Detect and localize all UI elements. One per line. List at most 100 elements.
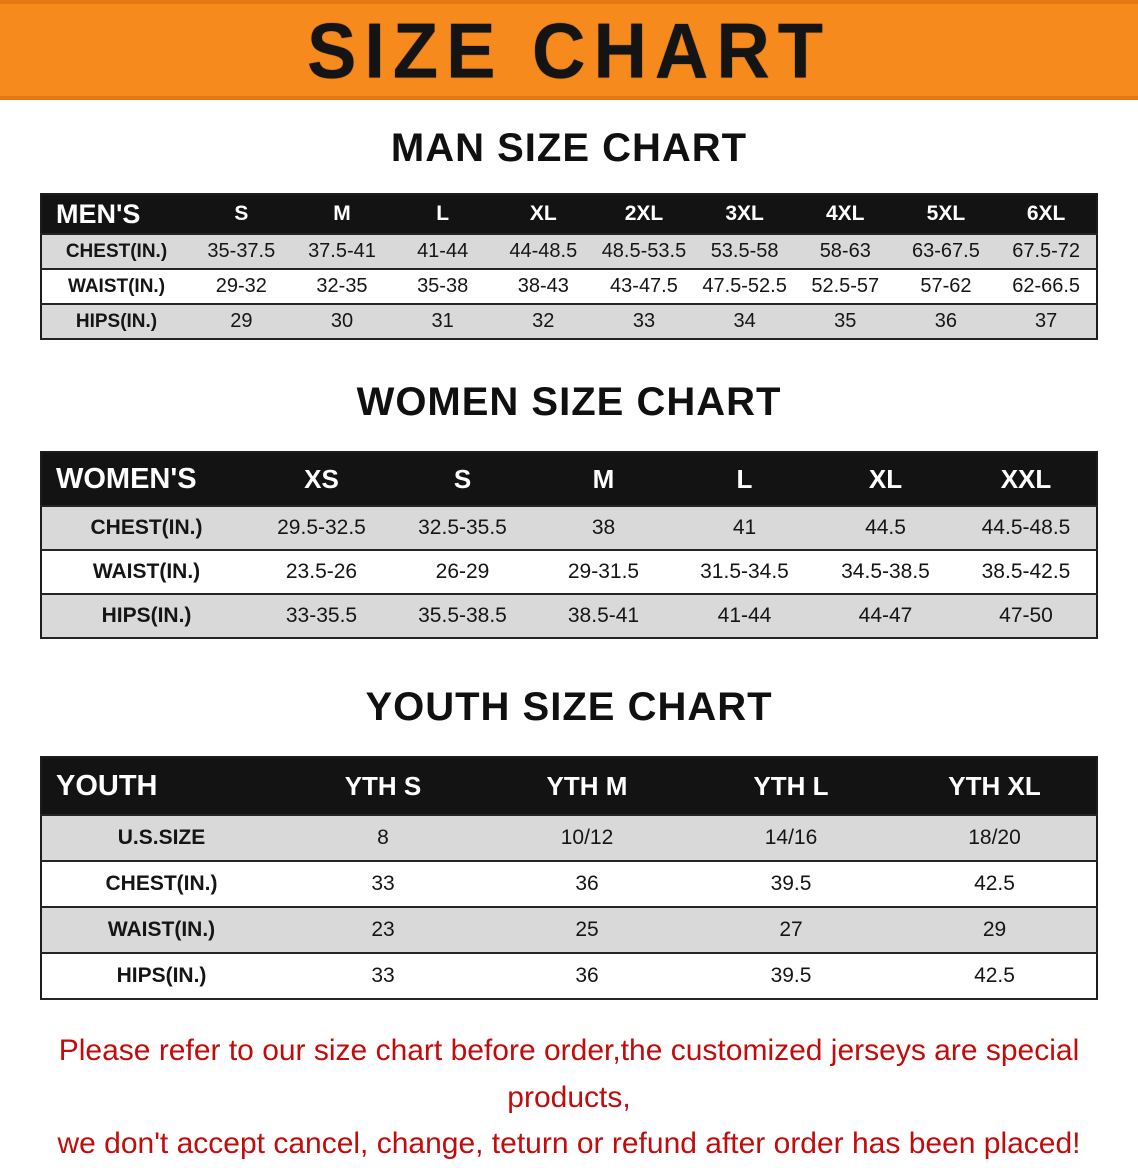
charts-area: MAN SIZE CHART MEN'S S M L XL 2XL 3XL 4XL 5XL 6XL… [0, 126, 1138, 1000]
column-header: M [533, 452, 674, 506]
men-size-table: MEN'S S M L XL 2XL 3XL 4XL 5XL 6XL CHEST(IN.) 35-37… [40, 193, 1098, 340]
table-cell: 31 [431, 310, 454, 332]
women-section-title: WOMEN SIZE CHART [356, 380, 782, 424]
table-cell: 23.5-26 [285, 560, 358, 583]
column-header: 5XL [895, 194, 997, 234]
table-cell: 32.5-35.5 [418, 516, 507, 539]
table-cell: 18/20 [968, 826, 1021, 849]
table-row: WAIST(IN.) 23 25 27 29 [41, 907, 1097, 953]
table-cell: 47.5-52.5 [702, 275, 787, 297]
header-row: WOMEN'S XS S M L XL XXL [41, 452, 1097, 506]
disclaimer-line-2: we don't accept cancel, change, teturn o… [57, 1127, 1081, 1160]
table-cell: 62-66.5 [1012, 275, 1081, 297]
row-label: WAIST(IN.) [67, 275, 166, 297]
page-title: SIZE CHART [307, 6, 831, 94]
table-cell: 29-31.5 [567, 560, 640, 583]
table-cell: 53.5-58 [710, 240, 779, 262]
table-cell: 29 [230, 310, 253, 332]
table-cell: 32-35 [316, 275, 368, 297]
disclaimer-note: Please refer to our size chart before or… [0, 1028, 1138, 1168]
column-header: L [674, 452, 815, 506]
row-label: CHEST(IN.) [105, 872, 218, 895]
women-size-section: WOMEN SIZE CHART WOMEN'S XS S M L XL XXL CHEST(… [0, 380, 1138, 639]
row-label: WAIST(IN.) [107, 918, 216, 941]
table-cell: 25 [575, 918, 599, 941]
header-row: MEN'S S M L XL 2XL 3XL 4XL 5XL 6XL [41, 194, 1097, 234]
column-header: XL [492, 194, 594, 234]
table-cell: 35-37.5 [207, 240, 276, 262]
table-cell: 37.5-41 [308, 240, 376, 262]
column-header: S [191, 194, 292, 234]
table-body: CHEST(IN.) 35-37.5 37.5-41 41-44 44-48.5 48.5… [41, 234, 1097, 339]
table-corner-label: MEN'S [41, 194, 191, 234]
table-cell: 47-50 [999, 604, 1053, 627]
column-header: YTH L [689, 757, 893, 815]
table-cell: 57-62 [920, 275, 972, 297]
table-cell: 39.5 [770, 872, 812, 895]
table-cell: 39.5 [770, 964, 812, 987]
table-cell: 29.5-32.5 [277, 516, 366, 539]
column-header: XXL [956, 452, 1097, 506]
column-header: 2XL [593, 194, 695, 234]
table-body: U.S.SIZE 8 10/12 14/16 18/20 CHEST(IN.) 33 36 39… [41, 815, 1097, 999]
table-cell: 36 [934, 310, 958, 332]
table-cell: 63-67.5 [912, 240, 980, 262]
men-size-section: MAN SIZE CHART MEN'S S M L XL 2XL 3XL 4XL 5XL 6XL… [0, 126, 1138, 340]
youth-size-table: YOUTH YTH S YTH M YTH L YTH XL U.S.SIZE 8 10/12… [40, 756, 1098, 1000]
table-row: CHEST(IN.) 29.5-32.5 32.5-35.5 38 41 44.5 44.5… [41, 506, 1097, 550]
table-cell: 52.5-57 [811, 275, 880, 297]
table-cell: 34 [733, 310, 756, 332]
table-cell: 34.5-38.5 [841, 560, 930, 583]
table-row: WAIST(IN.) 23.5-26 26-29 29-31.5 31.5-34.5 34… [41, 550, 1097, 594]
table-cell: 32 [532, 310, 555, 332]
column-header: YTH XL [893, 757, 1097, 815]
table-row: U.S.SIZE 8 10/12 14/16 18/20 [41, 815, 1097, 861]
table-cell: 44.5-48.5 [981, 516, 1071, 539]
table-cell: 38-43 [517, 275, 569, 297]
table-row: HIPS(IN.) 33 36 39.5 42.5 [41, 953, 1097, 999]
table-cell: 33 [632, 310, 656, 332]
column-header: YTH M [485, 757, 689, 815]
table-cell: 42.5 [974, 964, 1015, 987]
table-cell: 10/12 [560, 826, 614, 849]
table-cell: 23 [371, 918, 395, 941]
table-header: WOMEN'S XS S M L XL XXL [41, 452, 1097, 506]
table-cell: 8 [377, 826, 389, 849]
men-section-title: MAN SIZE CHART [390, 126, 748, 170]
table-cell: 29-32 [215, 275, 267, 297]
row-label: CHEST(IN.) [90, 516, 203, 539]
table-body: CHEST(IN.) 29.5-32.5 32.5-35.5 38 41 44.5 44.5… [41, 506, 1097, 638]
table-cell: 38.5-41 [567, 604, 640, 627]
table-row: HIPS(IN.) 29 30 31 32 33 34 35 36 37 [41, 304, 1097, 339]
table-row: WAIST(IN.) 29-32 32-35 35-38 38-43 43-47.5 47.… [41, 269, 1097, 304]
table-cell: 48.5-53.5 [601, 240, 687, 262]
row-label: HIPS(IN.) [75, 310, 158, 332]
header-row: YOUTH YTH S YTH M YTH L YTH XL [41, 757, 1097, 815]
table-cell: 27 [779, 918, 803, 941]
table-cell: 26-29 [435, 560, 490, 583]
column-header: XL [815, 452, 956, 506]
table-cell: 36 [575, 872, 599, 895]
table-cell: 41 [732, 516, 757, 539]
table-row: CHEST(IN.) 35-37.5 37.5-41 41-44 44-48.5 48.5… [41, 234, 1097, 269]
column-header: 6XL [996, 194, 1097, 234]
youth-size-section: YOUTH SIZE CHART YOUTH YTH S YTH M YTH L YTH… [0, 685, 1138, 1000]
table-cell: 14/16 [764, 826, 818, 849]
table-cell: 36 [575, 964, 599, 987]
table-cell: 41-44 [417, 240, 469, 262]
table-cell: 58-63 [819, 240, 871, 262]
table-corner-label: WOMEN'S [41, 452, 251, 506]
table-cell: 42.5 [974, 872, 1015, 895]
row-label: CHEST(IN.) [65, 240, 168, 262]
column-header: YTH S [281, 757, 485, 815]
table-cell: 35.5-38.5 [418, 604, 507, 627]
table-row: HIPS(IN.) 33-35.5 35.5-38.5 38.5-41 41-44 44-… [41, 594, 1097, 638]
youth-section-title: YOUTH SIZE CHART [365, 685, 773, 729]
table-cell: 43-47.5 [610, 275, 678, 297]
table-cell: 33 [371, 872, 395, 895]
column-header: XS [251, 452, 392, 506]
table-cell: 41-44 [717, 604, 772, 627]
table-cell: 44-48.5 [509, 240, 578, 262]
column-header: S [392, 452, 533, 506]
table-cell: 33-35.5 [285, 604, 358, 627]
